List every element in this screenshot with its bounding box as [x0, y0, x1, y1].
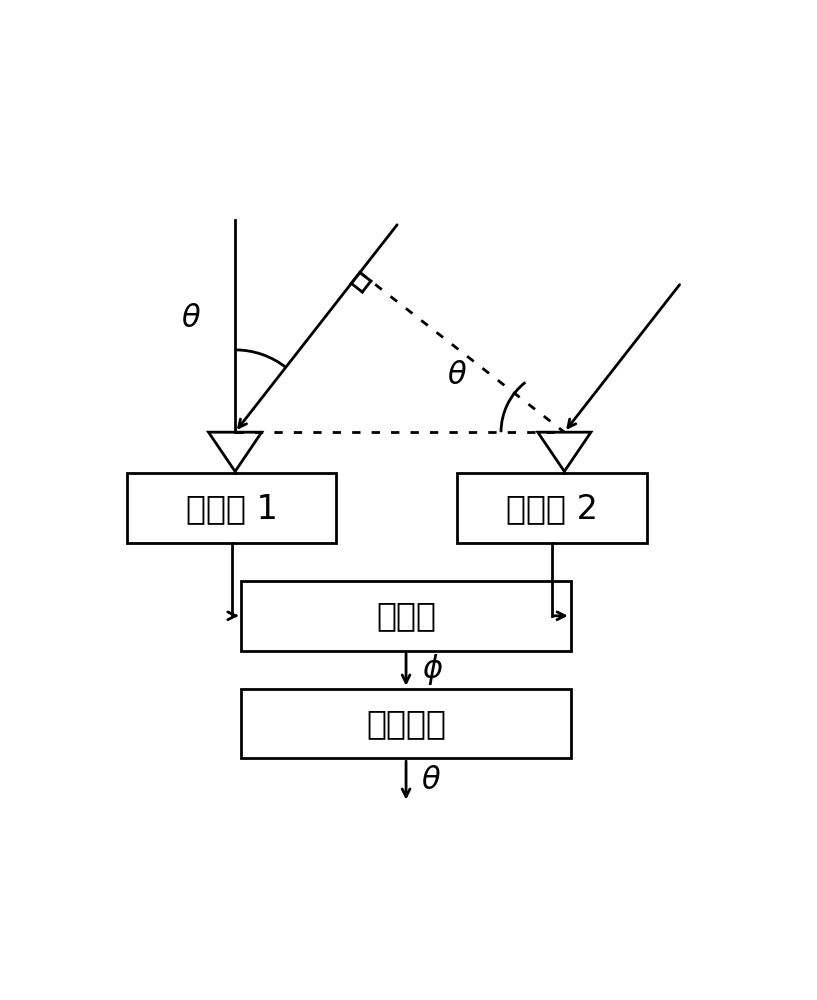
Bar: [127, 473, 337, 543]
Bar: [242, 689, 570, 758]
Text: θ: θ: [181, 304, 200, 333]
Text: θ: θ: [422, 766, 440, 795]
Text: 接收机 2: 接收机 2: [506, 492, 598, 525]
Bar: [242, 581, 570, 651]
Text: ϕ: ϕ: [422, 654, 442, 685]
Text: 接收机 1: 接收机 1: [186, 492, 278, 525]
Text: θ: θ: [448, 361, 466, 390]
Bar: [457, 473, 647, 543]
Text: 鉴相器: 鉴相器: [376, 599, 436, 632]
Text: 角度变换: 角度变换: [366, 707, 446, 740]
